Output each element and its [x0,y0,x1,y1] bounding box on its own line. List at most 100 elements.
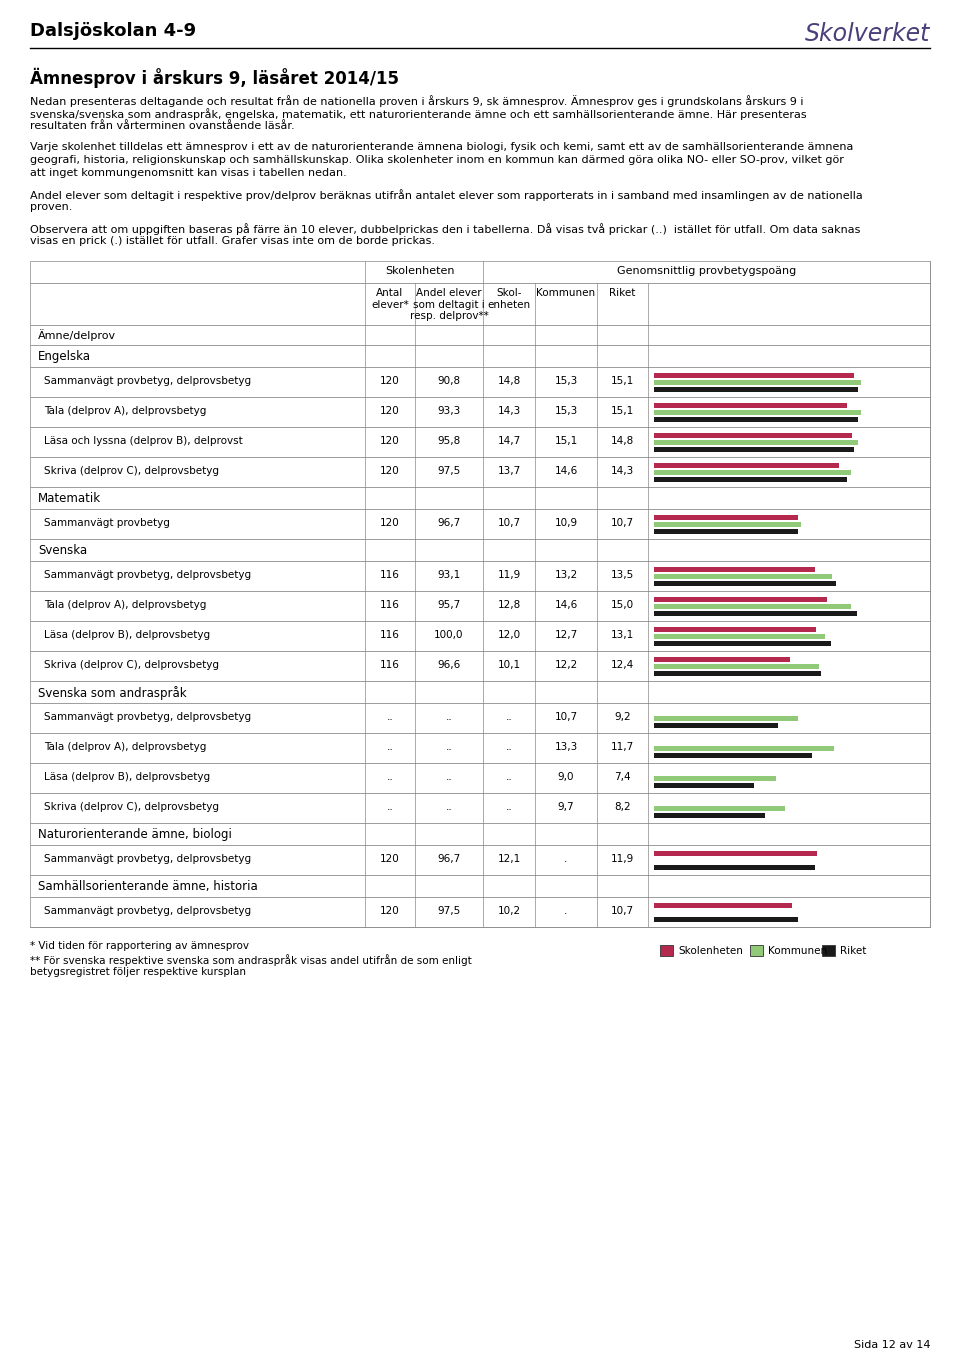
Bar [654,805,785,811]
Text: resultaten från vårterminen ovanstående läsår.: resultaten från vårterminen ovanstående … [30,121,295,131]
Bar [654,462,839,468]
Bar [654,446,853,452]
Text: 9,0: 9,0 [558,772,574,782]
Text: Läsa och lyssna (delprov B), delprovst: Läsa och lyssna (delprov B), delprovst [44,437,243,446]
Text: 12,4: 12,4 [611,660,635,670]
Bar [30,733,930,763]
Text: att inget kommungenomsnitt kan visas i tabellen nedan.: att inget kommungenomsnitt kan visas i t… [30,169,347,178]
Bar [30,457,930,487]
Text: Skolenheten: Skolenheten [385,267,454,276]
Text: ..: .. [445,713,452,722]
Text: 14,7: 14,7 [497,437,520,446]
Text: 10,7: 10,7 [611,906,634,917]
Text: 10,7: 10,7 [611,518,634,528]
Text: Kommunen: Kommunen [537,288,595,298]
Text: 14,6: 14,6 [554,600,578,611]
Bar [654,634,826,638]
Text: 12,0: 12,0 [497,630,520,641]
Text: 97,5: 97,5 [438,466,461,476]
Bar [654,775,776,781]
Text: Sammanvägt provbetyg, delprovsbetyɡ: Sammanvägt provbetyg, delprovsbetyɡ [44,570,252,579]
Text: Skriva (delprov C), delprovsbetyg: Skriva (delprov C), delprovsbetyg [44,466,219,476]
Text: proven.: proven. [30,203,72,212]
Bar [30,763,930,793]
Text: 10,2: 10,2 [497,906,520,917]
Bar [30,874,930,898]
Bar [30,397,930,427]
Bar [30,845,930,874]
Text: 7,4: 7,4 [614,772,631,782]
Text: 90,8: 90,8 [438,375,461,386]
Text: 97,5: 97,5 [438,906,461,917]
Bar [30,509,930,539]
Text: .: . [564,854,567,864]
Bar [654,745,833,751]
Bar [654,386,858,392]
Bar [30,793,930,823]
Text: 14,6: 14,6 [554,466,578,476]
Bar [654,432,852,438]
Text: 15,1: 15,1 [611,375,635,386]
Text: 15,0: 15,0 [611,600,634,611]
Text: 120: 120 [380,518,400,528]
Text: 14,3: 14,3 [497,407,520,416]
Text: 15,1: 15,1 [554,437,578,446]
Bar [654,657,790,661]
Text: 14,8: 14,8 [497,375,520,386]
Text: Tala (delprov A), delprovsbetyg: Tala (delprov A), delprovsbetyg [44,600,206,611]
Text: Sida 12 av 14: Sida 12 av 14 [853,1340,930,1350]
Text: ..: .. [506,772,513,782]
Bar [654,670,822,676]
Text: 120: 120 [380,437,400,446]
Text: Skolenheten: Skolenheten [678,947,743,956]
Text: 15,3: 15,3 [554,375,578,386]
Bar [30,651,930,681]
Text: ..: .. [387,802,394,812]
Bar [654,641,830,646]
Bar [654,409,860,415]
Text: 14,3: 14,3 [611,466,635,476]
Bar [30,345,930,367]
Text: ..: .. [387,743,394,752]
Text: 11,7: 11,7 [611,743,635,752]
Bar [654,715,799,721]
Text: Andel elever som deltagit i respektive prov/delprov beräknas utifrån antalet ele: Andel elever som deltagit i respektive p… [30,189,863,201]
Bar [654,439,858,445]
Bar [30,539,930,560]
Text: 116: 116 [380,600,400,611]
Bar [654,752,812,758]
Text: Naturorienterande ämne, biologi: Naturorienterande ämne, biologi [38,828,232,840]
Text: Kommunen: Kommunen [768,947,827,956]
Text: Nedan presenteras deltagande och resultat från de nationella proven i årskurs 9,: Nedan presenteras deltagande och resulta… [30,95,804,107]
Bar [822,945,835,956]
Text: geografi, historia, religionskunskap och samhällskunskap. Olika skolenheter inom: geografi, historia, religionskunskap och… [30,155,844,165]
Text: 10,9: 10,9 [555,518,578,528]
Text: 10,7: 10,7 [555,713,578,722]
Text: Andel elever
som deltagit i
resp. delprov**: Andel elever som deltagit i resp. delpro… [410,288,489,321]
Text: .: . [564,906,567,917]
Text: Varje skolenhet tilldelas ett ämnesprov i ett av de naturorienterande ämnena bio: Varje skolenhet tilldelas ett ämnesprov … [30,141,853,152]
Text: Observera att om uppgiften baseras på färre än 10 elever, dubbelprickas den i ta: Observera att om uppgiften baseras på fä… [30,223,860,235]
Text: Matematik: Matematik [38,492,101,505]
Text: ..: .. [506,743,513,752]
Text: 9,7: 9,7 [558,802,574,812]
Text: ..: .. [506,713,513,722]
Text: 116: 116 [380,630,400,641]
Text: Riket: Riket [610,288,636,298]
Bar [654,379,860,385]
Text: Samhällsorienterande ämne, historia: Samhällsorienterande ämne, historia [38,880,257,894]
Text: Sammanvägt provbetyg: Sammanvägt provbetyg [44,518,170,528]
Text: Genomsnittlig provbetygspoäng: Genomsnittlig provbetygspoäng [617,267,796,276]
Bar [654,812,765,817]
Text: 120: 120 [380,906,400,917]
Text: 10,1: 10,1 [497,660,520,670]
Bar [30,427,930,457]
Text: 13,1: 13,1 [611,630,635,641]
Bar [30,487,930,509]
Bar [654,567,815,571]
Text: Skolverket: Skolverket [804,22,930,46]
Text: ..: .. [445,802,452,812]
Bar [654,627,816,631]
Text: Tala (delprov A), delprovsbetyg: Tala (delprov A), delprovsbetyg [44,743,206,752]
Bar [654,664,819,669]
